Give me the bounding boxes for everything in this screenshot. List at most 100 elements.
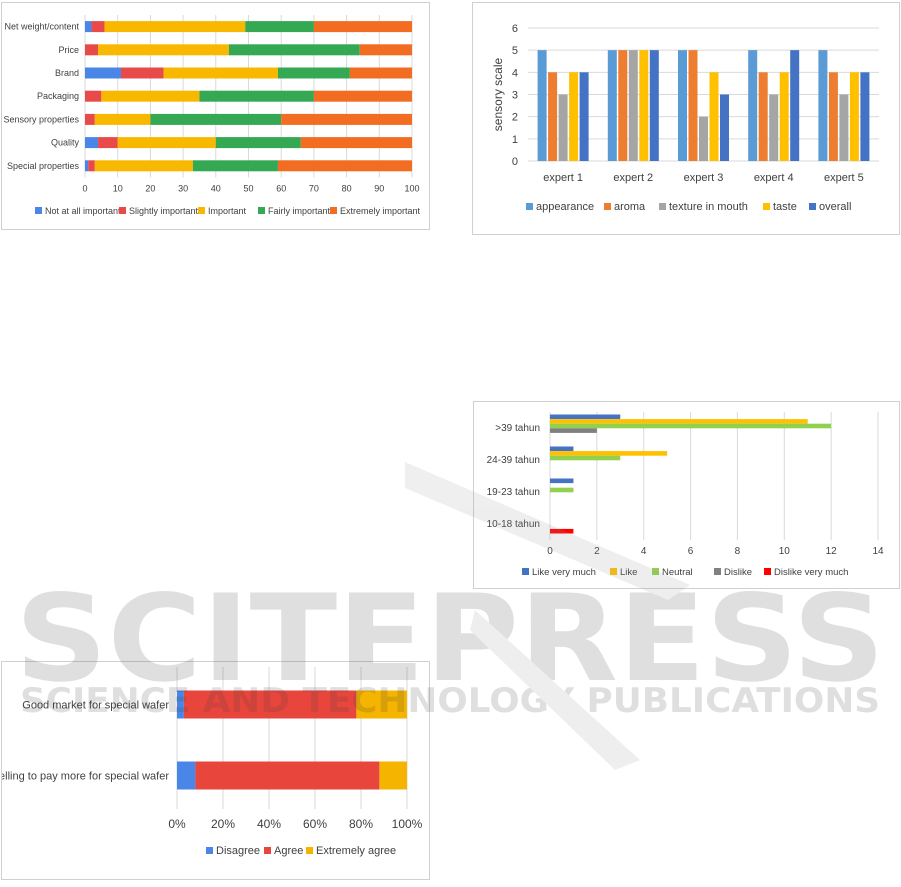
y-category-label-19-23-tahun: 19-23 tahun xyxy=(487,487,540,498)
bar-expert-3-texture-in-mouth xyxy=(699,116,708,161)
bar-segment-price-important xyxy=(98,44,229,56)
y-category-label-brand: Brand xyxy=(55,68,79,78)
y-category-label-39-tahun: >39 tahun xyxy=(495,423,540,434)
bar-24-39-tahun-neutral xyxy=(550,455,621,461)
bar-expert-5-texture-in-mouth xyxy=(839,94,849,161)
legend-label-like-very-much: Like very much xyxy=(532,567,596,578)
bar-segment-net-weight-content-fairly-important xyxy=(245,21,314,33)
bar-segment-quality-important xyxy=(117,137,216,149)
bar-segment-net-weight-content-not-at-all-important xyxy=(85,21,92,33)
age-preference-chart: 0 2 4 6 8 10 12 14 >39 tahun 24-39 tahun 19-23 tah… xyxy=(487,412,884,578)
x-tick-label: 10 xyxy=(779,546,791,557)
x-tick-label: 90 xyxy=(374,183,384,193)
bar-10-18-tahun-dislike-very-much xyxy=(550,528,574,534)
importance-chart: 0 10 20 30 40 50 60 70 80 90 100 Net weight/content… xyxy=(3,15,421,216)
legend-swatch-aroma xyxy=(604,203,611,210)
legend-label-texture-in-mouth: texture in mouth xyxy=(669,201,748,213)
bar-segment-packaging-important xyxy=(101,90,200,102)
bar-segment-quality-extremely-important xyxy=(300,137,412,149)
bar-segment-special-properties-slightly-important xyxy=(88,160,95,172)
x-tick-label: 14 xyxy=(872,546,884,557)
legend-swatch-extremely-agree xyxy=(306,847,313,854)
importance-chart-panel: 0 10 20 30 40 50 60 70 80 90 100 Net weight/content… xyxy=(1,2,430,230)
legend-swatch-disagree xyxy=(206,847,213,854)
market-chart-panel: 0% 20% 40% 60% 80% 100% Good market for specia… xyxy=(1,661,430,880)
bar-segment-packaging-fairly-important xyxy=(199,90,314,102)
legend-label-important: Important xyxy=(208,206,247,216)
bar-expert-1-texture-in-mouth xyxy=(558,94,568,161)
x-tick-label: 60 xyxy=(276,183,286,193)
x-category-label-expert-3: expert 3 xyxy=(684,172,724,184)
sensory-chart-panel: 0 1 2 3 4 5 6 expert 1 expert 2 expert 3 expert 4 e… xyxy=(472,2,900,235)
legend-label-slightly-important: Slightly important xyxy=(129,206,199,216)
legend-label-dislike: Dislike xyxy=(724,567,752,578)
x-tick-label: 40% xyxy=(257,817,281,831)
y-category-label-special-properties: Special properties xyxy=(7,161,80,171)
y-category-label-good-market-for-special-wafer: Good market for special wafer xyxy=(22,700,169,712)
legend-label-extremely-agree: Extremely agree xyxy=(316,845,396,857)
bar-39-tahun-neutral xyxy=(550,423,832,429)
bar-expert-4-taste xyxy=(779,72,789,161)
legend-label-aroma: aroma xyxy=(614,201,646,213)
bar-segment-special-properties-important xyxy=(94,160,193,172)
x-tick-label: 12 xyxy=(826,546,838,557)
bar-39-tahun-like-very-much xyxy=(550,414,621,420)
legend-label-not-at-all-important: Not at all important xyxy=(45,206,121,216)
x-tick-label: 6 xyxy=(688,546,694,557)
y-category-label-packaging: Packaging xyxy=(37,91,79,101)
x-tick-label: 2 xyxy=(594,546,600,557)
bar-expert-2-texture-in-mouth xyxy=(628,50,638,161)
x-tick-label: 60% xyxy=(303,817,327,831)
x-category-label-expert-5: expert 5 xyxy=(824,172,864,184)
bar-24-39-tahun-like-very-much xyxy=(550,446,574,452)
x-tick-label: 70 xyxy=(309,183,319,193)
bar-expert-1-overall xyxy=(579,72,589,161)
bar-expert-1-aroma xyxy=(548,72,558,161)
bar-segment-sensory-properties-extremely-important xyxy=(281,113,412,125)
bar-expert-2-appearance xyxy=(607,50,617,161)
x-tick-label: 10 xyxy=(113,183,123,193)
y-category-label-welling-to-pay-more-for-special-wafer: Welling to pay more for special wafer xyxy=(2,771,169,783)
bar-expert-5-appearance xyxy=(818,50,828,161)
x-tick-label: 4 xyxy=(641,546,647,557)
bar-segment-sensory-properties-fairly-important xyxy=(150,113,282,125)
bar-expert-4-appearance xyxy=(748,50,758,161)
legend-swatch-like-very-much xyxy=(522,568,529,575)
bar-19-23-tahun-neutral xyxy=(550,487,574,493)
bar-segment-brand-not-at-all-important xyxy=(85,67,121,79)
legend-label-dislike-very-much: Dislike very much xyxy=(774,567,848,578)
bar-segment-packaging-slightly-important xyxy=(85,90,102,102)
y-tick-label: 2 xyxy=(512,112,518,124)
x-tick-label: 50 xyxy=(243,183,253,193)
y-category-label-quality: Quality xyxy=(51,138,80,148)
bar-segment-net-weight-content-slightly-important xyxy=(91,21,105,33)
sensory-chart: 0 1 2 3 4 5 6 expert 1 expert 2 expert 3 expert 4 e… xyxy=(491,23,879,213)
y-tick-label: 5 xyxy=(512,45,518,57)
bar-segment-good-market-for-special-wafer-extremely-agree xyxy=(356,690,407,719)
legend-label-taste: taste xyxy=(773,201,797,213)
bar-expert-2-aroma xyxy=(618,50,628,161)
legend-label-extremely-important: Extremely important xyxy=(340,206,421,216)
x-tick-label: 80% xyxy=(349,817,373,831)
bar-segment-net-weight-content-extremely-important xyxy=(313,21,412,33)
bar-segment-brand-slightly-important xyxy=(120,67,164,79)
legend-swatch-overall xyxy=(809,203,816,210)
bar-segment-quality-fairly-important xyxy=(215,137,301,149)
bar-segment-packaging-extremely-important xyxy=(313,90,412,102)
legend-swatch-not-at-all-important xyxy=(35,207,42,214)
bar-segment-price-slightly-important xyxy=(85,44,99,56)
y-tick-label: 4 xyxy=(512,67,518,79)
x-tick-label: 8 xyxy=(735,546,741,557)
y-category-label-price: Price xyxy=(58,45,79,55)
legend-label-fairly-important: Fairly important xyxy=(268,206,331,216)
legend-label-overall: overall xyxy=(819,201,851,213)
bar-expert-4-texture-in-mouth xyxy=(769,94,779,161)
legend-swatch-like xyxy=(610,568,617,575)
x-category-label-expert-4: expert 4 xyxy=(754,172,794,184)
legend-swatch-dislike-very-much xyxy=(764,568,771,575)
bar-segment-price-extremely-important xyxy=(359,44,412,56)
bar-expert-3-overall xyxy=(720,94,729,161)
y-tick-label: 3 xyxy=(512,90,518,102)
bar-expert-5-overall xyxy=(860,72,870,161)
x-category-label-expert-1: expert 1 xyxy=(543,172,583,184)
